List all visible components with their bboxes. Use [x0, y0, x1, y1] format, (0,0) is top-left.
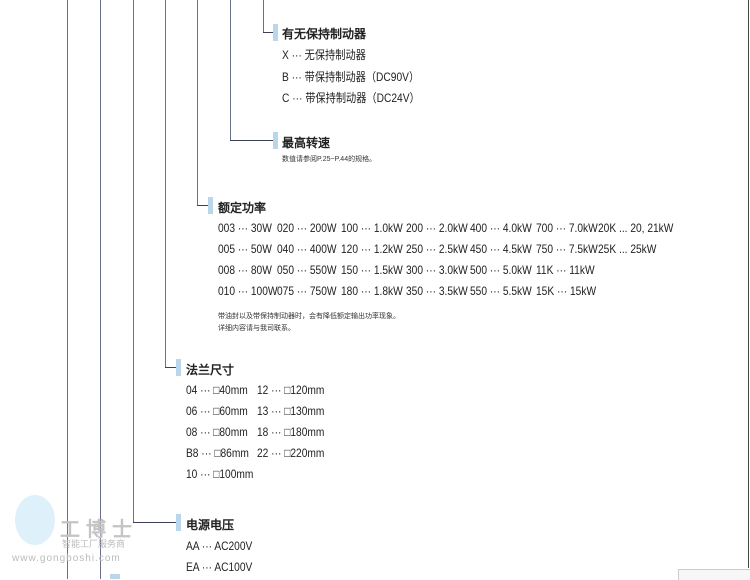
section-marker [176, 359, 181, 376]
flange-code: 13 ··· □130mm [257, 404, 325, 418]
voltage-option: EA ··· AC100V [186, 560, 253, 574]
power-code: 200 ··· 2.0kW [406, 221, 468, 235]
power-code: 20K ... 20, 21kW [598, 221, 674, 235]
tree-line [100, 0, 101, 579]
power-code: 400 ··· 4.0kW [470, 221, 532, 235]
power-code: 050 ··· 550W [277, 263, 337, 277]
power-code: 005 ··· 50W [218, 242, 272, 256]
section-marker [176, 514, 181, 531]
section-marker [273, 132, 278, 149]
power-code: 700 ··· 7.0kW [536, 221, 598, 235]
power-code: 750 ··· 7.5kW [536, 242, 598, 256]
section-marker [110, 574, 120, 579]
power-code: 040 ··· 400W [277, 242, 337, 256]
power-code: 020 ··· 200W [277, 221, 337, 235]
power-code: 250 ··· 2.5kW [406, 242, 468, 256]
voltage-option: AA ··· AC200V [186, 539, 253, 553]
watermark-name: 工博士 [60, 519, 138, 541]
power-code: 100 ··· 1.0kW [341, 221, 403, 235]
power-code: 120 ··· 1.2kW [341, 242, 403, 256]
power-code: 11K ··· 11kW [536, 263, 595, 277]
power-title: 额定功率 [218, 201, 267, 215]
power-code: 500 ··· 5.0kW [470, 263, 532, 277]
section-marker [273, 24, 278, 41]
section-marker [208, 197, 213, 214]
power-code: 075 ··· 750W [277, 284, 337, 298]
flange-code: 08 ··· □80mm [186, 425, 248, 439]
flange-code: 06 ··· □60mm [186, 404, 248, 418]
branch [165, 367, 176, 368]
power-code: 010 ··· 100W [218, 284, 278, 298]
branch [133, 522, 176, 523]
tree-line [67, 0, 68, 579]
tree-line [165, 0, 166, 368]
power-code: 003 ··· 30W [218, 221, 272, 235]
power-note: 带油封以及带保持制动器时，会有降低额定输出功率现象。 [218, 313, 400, 320]
tree-line [197, 0, 198, 206]
power-note: 详细内容请与我司联系。 [218, 325, 295, 332]
brake-option: B ··· 带保持制动器（DC90V） [282, 70, 420, 84]
flange-code: 10 ··· □100mm [186, 467, 254, 481]
flange-code: B8 ··· □86mm [186, 446, 249, 460]
flange-code: 22 ··· □220mm [257, 446, 325, 460]
power-code: 450 ··· 4.5kW [470, 242, 532, 256]
flange-code: 04 ··· □40mm [186, 383, 248, 397]
voltage-title: 电源电压 [186, 518, 235, 532]
speed-note: 数值请参阅P.25~P.44的规格。 [282, 156, 377, 163]
power-code: 15K ··· 15kW [536, 284, 597, 298]
flange-code: 18 ··· □180mm [257, 425, 325, 439]
tree-line [230, 0, 231, 141]
branch [197, 205, 208, 206]
branch [263, 32, 273, 33]
power-code: 180 ··· 1.8kW [341, 284, 403, 298]
flange-code: 12 ··· □120mm [257, 383, 325, 397]
brake-option: X ··· 无保持制动器 [282, 48, 366, 62]
tree-line [133, 0, 134, 523]
brake-option: C ··· 带保持制动器（DC24V） [282, 91, 420, 105]
power-code: 150 ··· 1.5kW [341, 263, 403, 277]
power-code: 25K ... 25kW [598, 242, 657, 256]
power-code: 008 ··· 80W [218, 263, 272, 277]
power-code: 300 ··· 3.0kW [406, 263, 468, 277]
viewer-toolbar[interactable] [678, 569, 750, 580]
flange-title: 法兰尺寸 [186, 363, 235, 377]
power-code: 550 ··· 5.5kW [470, 284, 532, 298]
branch [230, 140, 273, 141]
page-border [748, 0, 749, 568]
brake-title: 有无保持制动器 [282, 27, 367, 41]
watermark-url: www.gongboshi.com [12, 553, 121, 564]
watermark-slogan: 智能工厂服务商 [62, 539, 126, 549]
speed-title: 最高转速 [282, 136, 331, 150]
tree-line [263, 0, 264, 33]
power-code: 350 ··· 3.5kW [406, 284, 468, 298]
